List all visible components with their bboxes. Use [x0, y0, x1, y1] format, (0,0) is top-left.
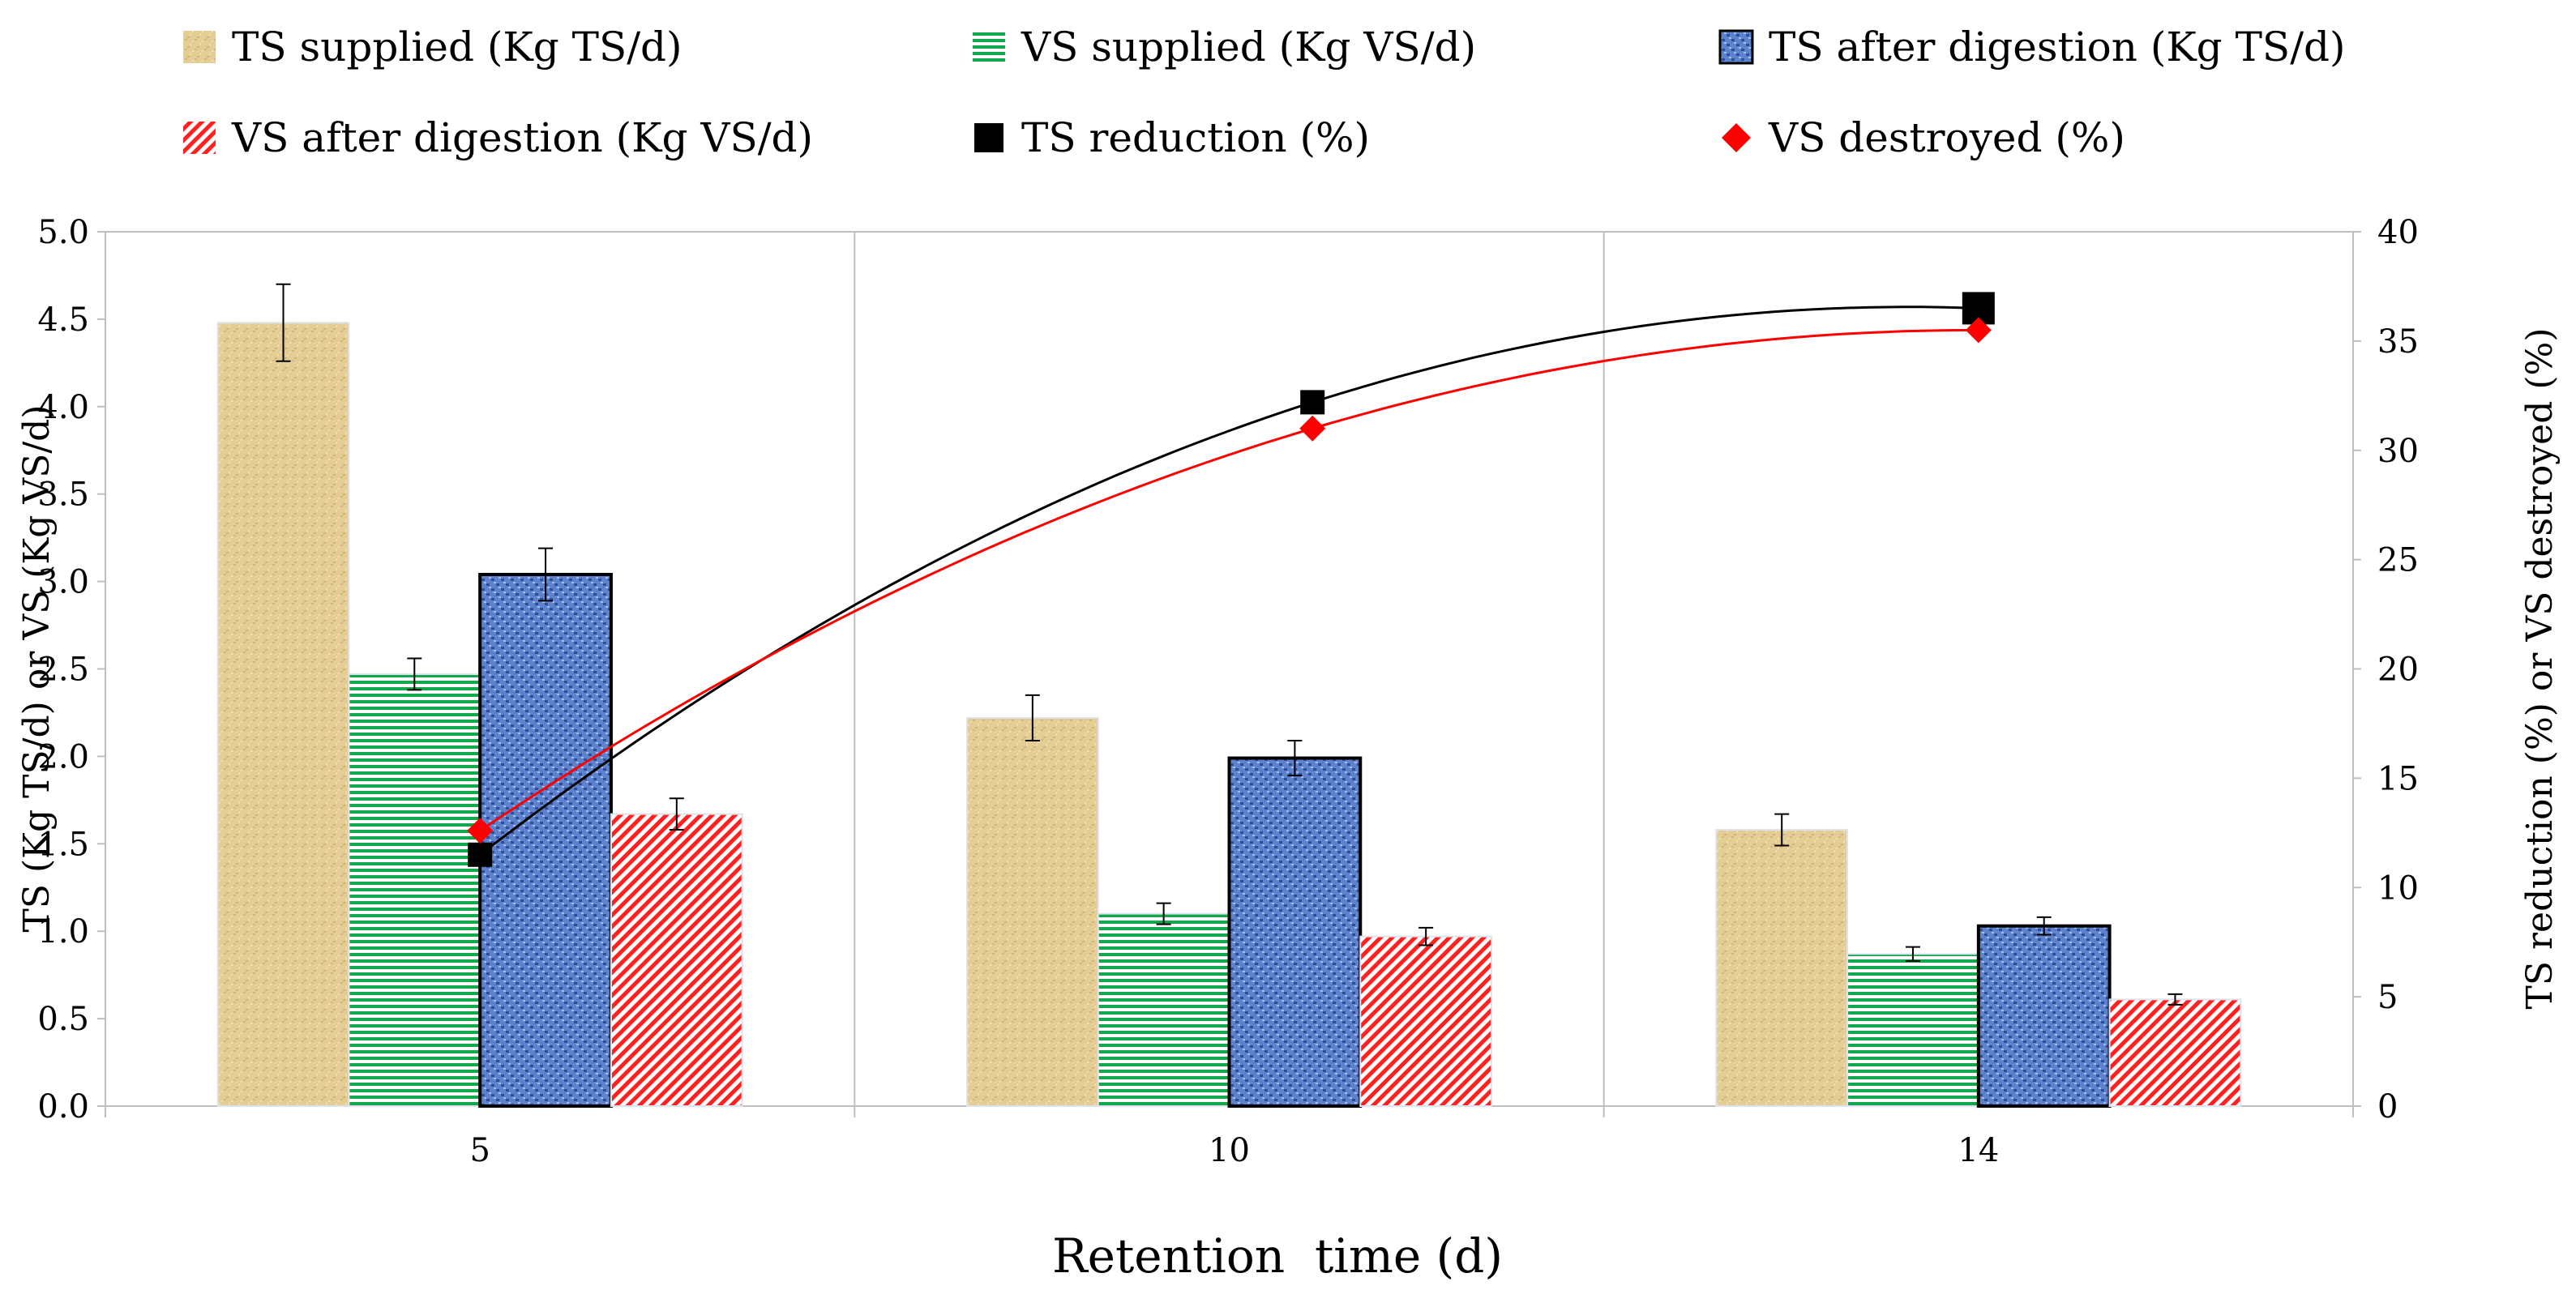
error-bar-ts-after-digestion-kg-ts-d-10	[1287, 739, 1303, 777]
x-tick-label: 14	[1958, 1132, 1999, 1169]
error-bar-vs-supplied-kg-vs-d-5	[407, 657, 422, 691]
legend-label: VS destroyed (%)	[1768, 114, 2125, 161]
y2-tick-label: 15	[2377, 760, 2419, 797]
y-tick-label: 2.5	[37, 652, 89, 689]
legend: TS supplied (Kg TS/d) VS supplied (Kg VS/…	[183, 23, 2346, 161]
trendline-vs-destroyed	[479, 328, 1979, 832]
x-tick-label: 5	[469, 1132, 490, 1169]
y2-tick-label: 40	[2377, 214, 2419, 251]
error-bar-vs-after-digestion-kg-vs-d-14	[2167, 993, 2183, 1006]
bar-ts-supplied-kg-ts-d-14	[1715, 829, 1849, 1107]
bar-ts-after-digestion-kg-ts-d-10	[1227, 756, 1363, 1108]
marker-ts-reduction-10	[1300, 390, 1325, 415]
y-tick-label: 0.5	[37, 1001, 89, 1038]
trendline-ts-reduction	[479, 305, 1979, 856]
marker-vs-destroyed-14	[1965, 317, 1992, 344]
legend-label: TS reduction (%)	[1021, 114, 1370, 161]
y-tick-label: 2.0	[37, 738, 89, 775]
y-tick-label: 3.5	[37, 476, 89, 514]
y-axis-ticks: 0.0 0.5 1.0 1.5 2.0 2.5 3.0 3.5 4.0 4.5 5.0	[37, 214, 105, 1126]
marker-ts-reduction-5	[468, 842, 493, 867]
error-bar-vs-supplied-kg-vs-d-14	[1905, 946, 1920, 962]
y-tick-label: 4.0	[37, 389, 89, 426]
legend-label: VS supplied (Kg VS/d)	[1021, 23, 1476, 70]
bar-vs-supplied-kg-vs-d-5	[348, 673, 481, 1107]
error-bar-vs-supplied-kg-vs-d-10	[1156, 902, 1171, 925]
bar-ts-supplied-kg-ts-d-10	[965, 716, 1099, 1107]
marker-vs-destroyed-10	[1299, 415, 1326, 442]
legend-swatch	[1722, 123, 1751, 152]
legend-label: TS supplied (Kg TS/d)	[232, 23, 683, 70]
legend-item-vs-destroyed: VS destroyed (%)	[1722, 114, 2125, 161]
legend-item-ts-supplied-kg-ts-d: TS supplied (Kg TS/d)	[183, 23, 683, 70]
legend-swatch	[1718, 29, 1754, 65]
bars	[216, 322, 2242, 1108]
x-tick-label: 10	[1209, 1132, 1250, 1169]
bar-vs-after-digestion-kg-vs-d-14	[2108, 998, 2242, 1108]
legend-item-ts-reduction: TS reduction (%)	[974, 114, 1370, 161]
y2-axis-ticks: 0 5 10 15 20 25 30 35 40	[2353, 214, 2419, 1126]
bar-ts-after-digestion-kg-ts-d-14	[1976, 924, 2112, 1108]
error-bars	[276, 283, 2183, 1006]
error-bar-ts-supplied-kg-ts-d-10	[1025, 694, 1040, 741]
y2-tick-label: 20	[2377, 652, 2419, 689]
y2-tick-label: 35	[2377, 323, 2419, 361]
markers	[467, 292, 1995, 867]
error-bar-ts-after-digestion-kg-ts-d-14	[2036, 916, 2052, 936]
legend-item-ts-after-digestion-kg-ts-d: TS after digestion (Kg TS/d)	[1718, 23, 2346, 70]
y-tick-label: 5.0	[37, 214, 89, 251]
trendlines	[479, 305, 1979, 856]
error-bar-vs-after-digestion-kg-vs-d-10	[1419, 926, 1434, 946]
x-axis-title: Retention time (d)	[1052, 1228, 1503, 1284]
y2-tick-label: 25	[2377, 542, 2419, 579]
legend-label: VS after digestion (Kg VS/d)	[231, 114, 813, 161]
y-tick-label: 3.0	[37, 564, 89, 601]
y2-axis-title: TS reduction (%) or VS destroyed (%)	[2519, 328, 2561, 1010]
y-tick-label: 0.0	[37, 1088, 89, 1126]
bar-vs-supplied-kg-vs-d-14	[1846, 953, 1979, 1108]
bar-ts-supplied-kg-ts-d-5	[216, 322, 350, 1107]
legend-swatch	[974, 123, 1003, 152]
plot-area	[105, 231, 2354, 1108]
legend-swatch	[183, 31, 216, 63]
legend-swatch	[183, 122, 216, 154]
bar-ts-after-digestion-kg-ts-d-5	[478, 572, 613, 1108]
x-axis-ticks: 5 10 14	[105, 1106, 2354, 1169]
y2-tick-label: 0	[2377, 1088, 2398, 1126]
y-tick-label: 1.5	[37, 826, 89, 863]
y-tick-label: 4.5	[37, 301, 89, 339]
y-tick-label: 1.0	[37, 913, 89, 951]
y2-tick-label: 10	[2377, 869, 2419, 907]
y2-tick-label: 30	[2377, 433, 2419, 470]
marker-vs-destroyed-5	[467, 818, 494, 844]
bar-vs-after-digestion-kg-vs-d-5	[610, 813, 743, 1107]
y-axis-title: TS (Kg TS/d) or VS (Kg VS/d)	[16, 405, 58, 933]
error-bar-vs-after-digestion-kg-vs-d-5	[669, 797, 684, 831]
bar-vs-after-digestion-kg-vs-d-10	[1359, 935, 1493, 1107]
y2-tick-label: 5	[2377, 979, 2398, 1016]
legend-label: TS after digestion (Kg TS/d)	[1769, 23, 2346, 70]
error-bar-ts-supplied-kg-ts-d-14	[1774, 813, 1790, 847]
bar-vs-supplied-kg-vs-d-10	[1097, 912, 1230, 1107]
error-bar-ts-after-digestion-kg-ts-d-5	[538, 547, 554, 602]
legend-item-vs-supplied-kg-vs-d: VS supplied (Kg VS/d)	[973, 23, 1476, 70]
gridlines	[854, 232, 1605, 1106]
legend-swatch	[973, 31, 1005, 63]
error-bar-ts-supplied-kg-ts-d-5	[276, 283, 291, 362]
legend-item-vs-after-digestion-kg-vs-d: VS after digestion (Kg VS/d)	[183, 114, 813, 161]
